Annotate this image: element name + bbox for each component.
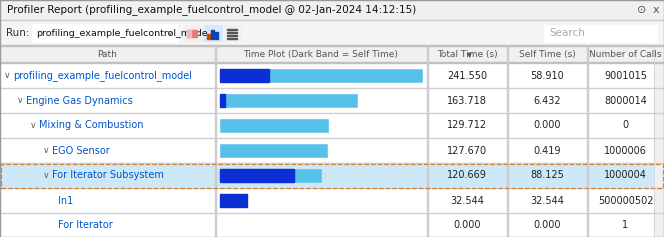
Bar bbox=[0, 113, 664, 138]
Text: 8000014: 8000014 bbox=[604, 96, 647, 105]
Text: 500000502: 500000502 bbox=[598, 196, 653, 205]
Text: 163.718: 163.718 bbox=[447, 96, 487, 105]
Text: In1: In1 bbox=[58, 196, 73, 205]
Bar bbox=[227, 29, 237, 30]
Text: 58.910: 58.910 bbox=[530, 70, 564, 81]
Bar bbox=[224, 25, 242, 41]
Bar bbox=[0, 46, 664, 63]
Bar bbox=[211, 30, 214, 39]
Bar bbox=[654, 46, 664, 237]
Text: Profiler Report (profiling_example_fuelcontrol_model @ 02-Jan-2024 14:12:15): Profiler Report (profiling_example_fuelc… bbox=[7, 5, 416, 15]
Text: 32.544: 32.544 bbox=[450, 196, 484, 205]
Bar bbox=[227, 35, 237, 36]
Bar bbox=[1, 164, 663, 187]
Text: 241.550: 241.550 bbox=[447, 70, 487, 81]
Text: x: x bbox=[653, 5, 659, 15]
Text: 0.000: 0.000 bbox=[533, 220, 561, 231]
Text: 120.669: 120.669 bbox=[447, 170, 487, 181]
Text: profiling_example_fuelcontrol_model: profiling_example_fuelcontrol_model bbox=[13, 70, 192, 81]
Bar bbox=[654, 46, 664, 237]
Bar bbox=[0, 187, 664, 188]
Text: Total Time (s): Total Time (s) bbox=[437, 50, 497, 59]
Text: 32.544: 32.544 bbox=[530, 196, 564, 205]
Bar bbox=[187, 30, 191, 37]
Text: 0.419: 0.419 bbox=[533, 146, 561, 155]
Bar bbox=[187, 30, 197, 37]
Text: ∨: ∨ bbox=[17, 96, 24, 105]
Text: 88.125: 88.125 bbox=[530, 170, 564, 181]
Text: 127.670: 127.670 bbox=[447, 146, 487, 155]
Text: ▾: ▾ bbox=[467, 49, 471, 59]
Bar bbox=[0, 163, 664, 188]
Text: ⊙: ⊙ bbox=[637, 5, 647, 15]
Text: profiling_example_fuelcontrol_mode: profiling_example_fuelcontrol_mode bbox=[36, 28, 208, 37]
Bar bbox=[204, 25, 222, 41]
Bar bbox=[220, 144, 327, 157]
Bar bbox=[207, 34, 210, 39]
Text: 1000006: 1000006 bbox=[604, 146, 647, 155]
Bar bbox=[32, 24, 177, 42]
Bar bbox=[220, 169, 293, 182]
Bar bbox=[0, 20, 664, 46]
Bar bbox=[0, 0, 664, 20]
Text: 6.432: 6.432 bbox=[533, 96, 561, 105]
Bar bbox=[220, 194, 247, 207]
Text: For Iterator: For Iterator bbox=[58, 220, 113, 231]
Text: 9001015: 9001015 bbox=[604, 70, 647, 81]
Text: Time Plot (Dark Band = Self Time): Time Plot (Dark Band = Self Time) bbox=[244, 50, 398, 59]
Text: For Iterator Subsystem: For Iterator Subsystem bbox=[52, 170, 164, 181]
Bar bbox=[184, 25, 202, 41]
Bar bbox=[220, 169, 321, 182]
Text: ∨: ∨ bbox=[4, 71, 11, 80]
Text: Engine Gas Dynamics: Engine Gas Dynamics bbox=[26, 96, 133, 105]
Bar bbox=[0, 137, 664, 138]
Text: ∨: ∨ bbox=[43, 171, 50, 180]
Bar bbox=[220, 194, 247, 207]
Text: Run:: Run: bbox=[6, 28, 29, 38]
Bar bbox=[220, 69, 422, 82]
Text: 0.000: 0.000 bbox=[533, 120, 561, 131]
Bar bbox=[220, 94, 357, 107]
Bar bbox=[0, 88, 664, 113]
Text: EGO Sensor: EGO Sensor bbox=[52, 146, 110, 155]
Text: 0.000: 0.000 bbox=[454, 220, 481, 231]
Text: 1000004: 1000004 bbox=[604, 170, 647, 181]
Text: 0: 0 bbox=[622, 120, 629, 131]
Bar bbox=[0, 138, 664, 163]
Text: Search: Search bbox=[549, 28, 585, 38]
Bar bbox=[227, 38, 237, 39]
Text: Mixing & Combustion: Mixing & Combustion bbox=[39, 120, 143, 131]
Text: 1: 1 bbox=[622, 220, 629, 231]
Bar bbox=[0, 63, 664, 88]
Bar bbox=[0, 188, 664, 213]
Bar bbox=[0, 87, 664, 88]
Text: 129.712: 129.712 bbox=[447, 120, 487, 131]
Bar bbox=[220, 119, 329, 132]
Text: ∨: ∨ bbox=[43, 146, 50, 155]
Text: Path: Path bbox=[98, 50, 118, 59]
Bar bbox=[220, 69, 270, 82]
Text: Number of Calls: Number of Calls bbox=[589, 50, 662, 59]
Bar bbox=[215, 32, 218, 39]
Bar bbox=[0, 213, 664, 237]
Bar bbox=[227, 32, 237, 33]
Bar bbox=[220, 94, 225, 107]
Text: Self Time (s): Self Time (s) bbox=[519, 50, 576, 59]
Bar bbox=[0, 62, 664, 63]
Text: ∨: ∨ bbox=[167, 28, 173, 37]
Bar bbox=[544, 24, 657, 41]
Bar bbox=[0, 19, 664, 20]
Text: ∨: ∨ bbox=[30, 121, 37, 130]
